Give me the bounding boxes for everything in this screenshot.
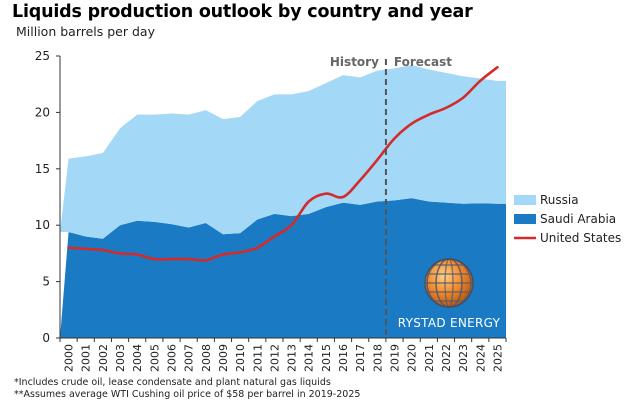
y-tick-label: 5 <box>42 275 50 289</box>
history-label: History <box>330 55 379 69</box>
x-tick-label: 2015 <box>320 344 333 372</box>
x-tick-label: 2019 <box>389 344 402 372</box>
x-tick-label: 2016 <box>337 344 350 372</box>
chart-title: Liquids production outlook by country an… <box>12 2 473 22</box>
legend-swatch <box>514 214 536 224</box>
x-tick-label: 2025 <box>491 344 504 372</box>
chart-lines <box>67 65 499 262</box>
x-tick-label: 2008 <box>200 344 213 372</box>
forecast-label: Forecast <box>394 55 452 69</box>
legend-item: Russia <box>514 193 579 207</box>
y-tick-label: 0 <box>42 331 50 345</box>
legend: Russia Saudi Arabia United States <box>514 193 621 245</box>
legend-label: Russia <box>540 193 579 207</box>
globe-icon <box>424 258 474 308</box>
x-tick-label: 2010 <box>234 344 247 372</box>
y-tick-label: 10 <box>35 218 50 232</box>
x-tick-label: 2022 <box>440 344 453 372</box>
x-tick-label: 2021 <box>423 344 436 372</box>
watermark-logo: RYSTAD ENERGY <box>398 258 501 330</box>
x-tick-label: 2024 <box>474 344 487 372</box>
legend-item: Saudi Arabia <box>514 212 616 226</box>
area-russia <box>60 65 506 239</box>
x-tick-label: 2011 <box>251 344 264 372</box>
legend-swatch <box>514 195 536 205</box>
legend-label: Saudi Arabia <box>540 212 616 226</box>
x-tick-label: 2009 <box>217 344 230 372</box>
area-saudi-arabia <box>60 198 506 338</box>
x-tick-label: 2002 <box>97 344 110 372</box>
y-tick-label: 15 <box>35 162 50 176</box>
footnote-2: **Assumes average WTI Cushing oil price … <box>14 389 361 400</box>
x-tick-label: 2007 <box>183 344 196 372</box>
chart-areas <box>60 65 506 338</box>
line-united-states <box>67 65 499 262</box>
x-tick-label: 2001 <box>80 344 93 372</box>
y-tick-label: 25 <box>35 49 50 63</box>
forecast-divider: History Forecast <box>330 55 452 338</box>
legend-item: United States <box>514 231 621 245</box>
x-tick-label: 2004 <box>131 344 144 372</box>
legend-label: United States <box>540 231 621 245</box>
x-tick-label: 2012 <box>268 344 281 372</box>
globe-outline <box>424 258 474 308</box>
y-axis-label: Million barrels per day <box>16 24 155 39</box>
x-tick-label: 2020 <box>406 344 419 372</box>
x-tick-label: 2005 <box>148 344 161 372</box>
x-tick-label: 2017 <box>354 344 367 372</box>
x-tick-label: 2018 <box>371 344 384 372</box>
x-tick-label: 2003 <box>114 344 127 372</box>
x-tick-label: 2006 <box>166 344 179 372</box>
watermark-text: RYSTAD ENERGY <box>398 316 501 330</box>
y-tick-label: 20 <box>35 105 50 119</box>
x-tick-label: 2000 <box>63 344 76 372</box>
x-tick-label: 2013 <box>286 344 299 372</box>
x-tick-label: 2023 <box>457 344 470 372</box>
x-tick-label: 2014 <box>303 344 316 372</box>
footnote-1: *Includes crude oil, lease condensate an… <box>14 377 331 388</box>
